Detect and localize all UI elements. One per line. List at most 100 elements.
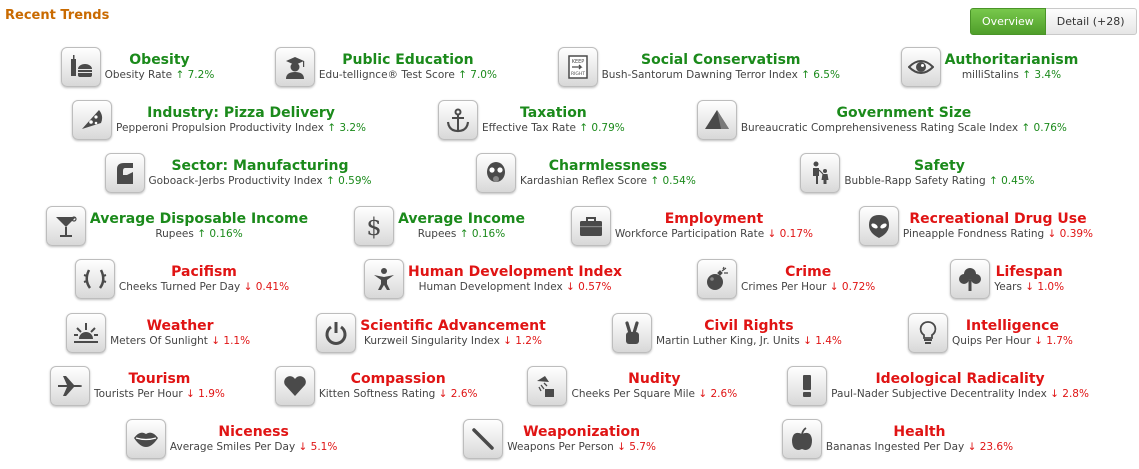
trend-change: ↓ 1.0% (1025, 281, 1065, 293)
trend-item[interactable]: Average Disposable Income Rupees ↑ 0.16% (45, 206, 309, 246)
trend-item[interactable]: Safety Bubble-Rapp Safety Rating ↑ 0.45% (800, 153, 1034, 193)
trend-item[interactable]: Weather Meters Of Sunlight ↓ 1.1% (66, 313, 250, 353)
pizza-icon[interactable] (72, 100, 113, 140)
trend-name[interactable]: Recreational Drug Use (909, 211, 1087, 227)
trend-item[interactable]: Taxation Effective Tax Rate ↑ 0.79% (438, 100, 625, 140)
trend-item[interactable]: Recreational Drug Use Pineapple Fondness … (858, 206, 1093, 246)
trend-item[interactable]: Pacifism Cheeks Turned Per Day ↓ 0.41% (74, 259, 289, 299)
trend-metric: Goboack-Jerbs Productivity Index (148, 175, 323, 187)
trend-item[interactable]: Ideological Radicality Paul-Nader Subject… (787, 366, 1089, 406)
alien-icon[interactable] (858, 206, 899, 246)
laurel-icon[interactable] (74, 259, 115, 299)
trend-metric: Average Smiles Per Day (169, 441, 296, 453)
trend-metric: Kitten Softness Rating (318, 388, 436, 400)
trend-item[interactable]: Weaponization Weapons Per Person ↓ 5.7% (463, 419, 656, 459)
trend-name[interactable]: Industry: Pizza Delivery (147, 105, 335, 121)
trend-name[interactable]: Government Size (836, 105, 972, 121)
trend-name[interactable]: Human Development Index (408, 264, 623, 280)
trend-name[interactable]: Nudity (628, 371, 681, 387)
peace-hand-icon[interactable] (611, 313, 652, 353)
trend-name[interactable]: Civil Rights (704, 318, 794, 334)
person-icon[interactable] (364, 259, 405, 299)
trend-name[interactable]: Employment (664, 211, 764, 227)
trend-name[interactable]: Obesity (129, 52, 190, 68)
briefcase-icon[interactable] (570, 206, 611, 246)
trend-name[interactable]: Weather (146, 318, 214, 334)
airplane-icon[interactable] (50, 366, 90, 406)
trend-item[interactable]: Tourism Tourists Per Hour ↓ 1.9% (50, 366, 225, 406)
factory-icon[interactable] (104, 153, 145, 193)
trend-name[interactable]: Crime (785, 264, 832, 280)
tab-overview[interactable]: Overview (970, 8, 1046, 35)
tree-icon[interactable] (950, 259, 991, 299)
trend-name[interactable]: Lifespan (995, 264, 1063, 280)
trend-item[interactable]: $ Average Income Rupees ↑ 0.16% (354, 206, 525, 246)
trend-name[interactable]: Weaponization (523, 424, 641, 440)
baton-icon[interactable] (463, 419, 504, 459)
trend-name[interactable]: Charmlessness (548, 158, 668, 174)
trend-item[interactable]: Scientific Advancement Kurzweil Singulari… (316, 313, 546, 353)
trend-item[interactable]: Human Development Index Human Development… (364, 259, 622, 299)
trend-item[interactable]: Niceness Average Smiles Per Day ↓ 5.1% (125, 419, 337, 459)
trend-metric-line: Quips Per Hour ↓ 1.7% (952, 335, 1073, 348)
power-icon[interactable] (316, 313, 357, 353)
heart-icon[interactable] (274, 366, 315, 406)
trend-name[interactable]: Tourism (128, 371, 191, 387)
shower-icon[interactable] (527, 366, 568, 406)
apple-icon[interactable] (781, 419, 822, 459)
lips-icon[interactable] (125, 419, 166, 459)
lightbulb-icon[interactable] (908, 313, 949, 353)
cocktail-icon[interactable] (45, 206, 86, 246)
dollar-icon[interactable]: $ (354, 206, 395, 246)
trend-name[interactable]: Sector: Manufacturing (171, 158, 349, 174)
trend-item[interactable]: Crime Crimes Per Hour ↓ 0.72% (697, 259, 875, 299)
trend-item[interactable]: Employment Workforce Participation Rate ↓… (570, 206, 813, 246)
trend-item[interactable]: Authoritarianism milliStalins ↑ 3.4% (900, 47, 1079, 87)
trend-metric: Pineapple Fondness Rating (902, 228, 1045, 240)
trend-name[interactable]: Ideological Radicality (875, 371, 1045, 387)
keep-right-sign-icon[interactable]: KEEP RIGHT (557, 47, 598, 87)
trend-item[interactable]: Compassion Kitten Softness Rating ↓ 2.6% (274, 366, 477, 406)
trend-name[interactable]: Taxation (520, 105, 587, 121)
trend-item[interactable]: Civil Rights Martin Luther King, Jr. Unit… (611, 313, 842, 353)
trend-name[interactable]: Social Conservatism (641, 52, 801, 68)
trend-name[interactable]: Safety (913, 158, 965, 174)
trend-item[interactable]: Lifespan Years ↓ 1.0% (950, 259, 1064, 299)
trend-text: Nudity Cheeks Per Square Mile ↓ 2.6% (571, 371, 737, 401)
trend-item[interactable]: Obesity Obesity Rate ↑ 7.2% (60, 47, 214, 87)
trend-item[interactable]: Industry: Pizza Delivery Pepperoni Propul… (72, 100, 366, 140)
trend-metric: Obesity Rate (104, 69, 173, 81)
trend-item[interactable]: Charmlessness Kardashian Reflex Score ↑ 0… (476, 153, 696, 193)
tab-detail[interactable]: Detail (+28) (1045, 8, 1137, 35)
exclamation-icon[interactable] (787, 366, 828, 406)
trend-name[interactable]: Niceness (218, 424, 289, 440)
trend-name[interactable]: Average Income (398, 211, 525, 227)
trend-text: Industry: Pizza Delivery Pepperoni Propul… (116, 105, 366, 135)
sunrise-icon[interactable] (66, 313, 107, 353)
burger-icon[interactable] (60, 47, 101, 87)
bomb-icon[interactable] (697, 259, 738, 299)
trend-name[interactable]: Average Disposable Income (89, 211, 309, 227)
trend-text: Weaponization Weapons Per Person ↓ 5.7% (507, 424, 656, 454)
trend-name[interactable]: Public Education (342, 52, 474, 68)
trend-metric-line: Average Smiles Per Day ↓ 5.1% (170, 441, 337, 454)
student-icon[interactable] (274, 47, 315, 87)
trend-name[interactable]: Health (893, 424, 946, 440)
pyramid-icon[interactable] (696, 100, 737, 140)
trend-item[interactable]: KEEP RIGHT Social Conservatism Bush-Santoru… (557, 47, 840, 87)
gas-mask-icon[interactable] (476, 153, 516, 193)
trend-item[interactable]: Health Bananas Ingested Per Day ↓ 23.6% (781, 419, 1013, 459)
eye-icon[interactable] (900, 47, 941, 87)
anchor-icon[interactable] (438, 100, 479, 140)
family-icon[interactable] (800, 153, 841, 193)
trend-item[interactable]: Intelligence Quips Per Hour ↓ 1.7% (908, 313, 1073, 353)
trend-item[interactable]: Public Education Edu-tellignce® Test Scor… (274, 47, 497, 87)
trend-name[interactable]: Scientific Advancement (360, 318, 546, 334)
trend-name[interactable]: Intelligence (965, 318, 1059, 334)
trend-name[interactable]: Compassion (350, 371, 446, 387)
trend-item[interactable]: Sector: Manufacturing Goboack-Jerbs Produ… (104, 153, 372, 193)
trend-item[interactable]: Nudity Cheeks Per Square Mile ↓ 2.6% (527, 366, 737, 406)
trend-name[interactable]: Pacifism (171, 264, 237, 280)
trend-name[interactable]: Authoritarianism (944, 52, 1079, 68)
trend-item[interactable]: Government Size Bureaucratic Comprehensiv… (696, 100, 1067, 140)
